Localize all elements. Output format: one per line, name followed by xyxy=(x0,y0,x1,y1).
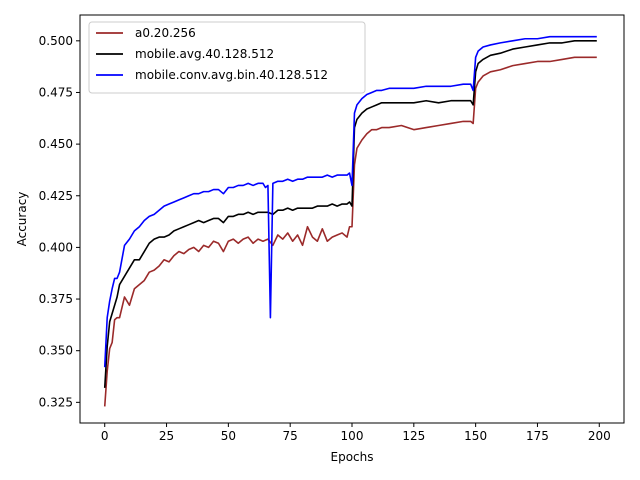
x-tick-label: 125 xyxy=(402,429,425,443)
x-tick-label: 100 xyxy=(341,429,364,443)
x-axis-ticks: 0 25 50 75 100 125 150 175 200 xyxy=(101,423,611,443)
y-tick-label: 0.500 xyxy=(39,34,73,48)
series-line-3 xyxy=(103,35,597,368)
legend-box xyxy=(88,21,366,94)
legend-entry: mobile.conv.avg.bin.40.128.512 xyxy=(135,68,328,82)
y-axis-ticks: 0.325 0.350 0.375 0.400 0.425 0.450 0.475 0.500 xyxy=(39,34,80,409)
x-axis-label: Epochs xyxy=(331,450,374,464)
series-line-2 xyxy=(103,40,597,388)
y-tick-label: 0.375 xyxy=(39,292,73,306)
x-tick-label: 50 xyxy=(221,429,236,443)
x-tick-label: 25 xyxy=(159,429,174,443)
y-tick-label: 0.325 xyxy=(39,395,73,409)
y-tick-label: 0.400 xyxy=(39,240,73,254)
x-tick-label: 75 xyxy=(283,429,298,443)
plot-lines xyxy=(103,35,597,407)
y-tick-label: 0.450 xyxy=(39,137,73,151)
x-tick-label: 0 xyxy=(101,429,109,443)
series-line-1 xyxy=(103,56,597,407)
legend: a0.20.256 mobile.avg.40.128.512 mobile.con… xyxy=(88,21,366,94)
legend-entry: mobile.avg.40.128.512 xyxy=(135,47,274,61)
y-axis-label: Accuracy xyxy=(15,192,29,247)
x-tick-label: 150 xyxy=(464,429,487,443)
y-tick-label: 0.425 xyxy=(39,189,73,203)
y-tick-label: 0.350 xyxy=(39,344,73,358)
y-tick-label: 0.475 xyxy=(39,85,73,99)
x-tick-label: 175 xyxy=(526,429,549,443)
x-tick-label: 200 xyxy=(588,429,611,443)
legend-entry: a0.20.256 xyxy=(135,26,196,40)
